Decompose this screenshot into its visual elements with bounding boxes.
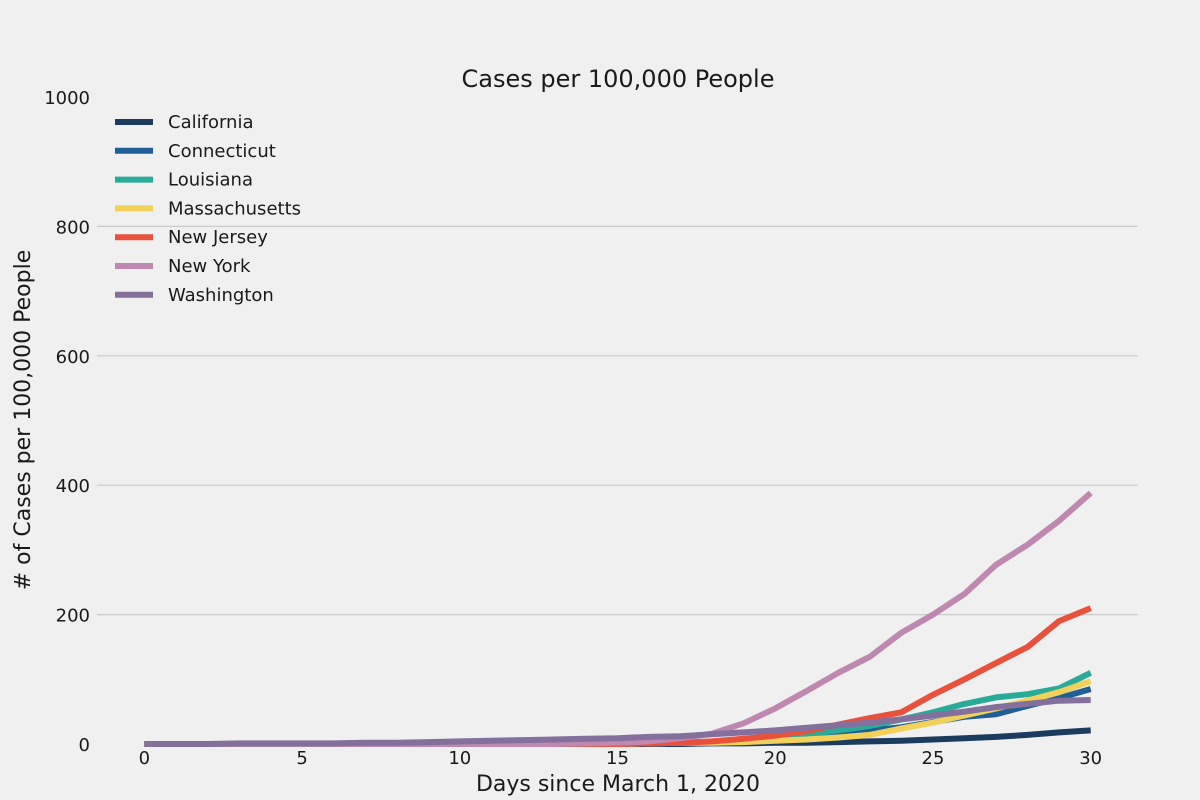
y-tick-label: 600 bbox=[56, 347, 90, 368]
y-tick-label: 800 bbox=[56, 217, 90, 238]
series-line-new-jersey bbox=[144, 605, 1092, 747]
legend-label: Connecticut bbox=[168, 141, 276, 162]
x-tick-label: 10 bbox=[448, 748, 471, 769]
series-line-washington bbox=[144, 697, 1091, 747]
x-tick-label: 30 bbox=[1079, 748, 1102, 769]
x-tick-label: 20 bbox=[764, 748, 787, 769]
series-line-louisiana bbox=[144, 670, 1093, 747]
legend-item-connecticut: Connecticut bbox=[115, 141, 276, 162]
y-tick-label: 200 bbox=[56, 606, 90, 627]
legend-item-massachusetts: Massachusetts bbox=[115, 198, 301, 219]
legend-label: New York bbox=[168, 256, 251, 277]
legend: California Connecticut Louisiana Massachuse… bbox=[115, 112, 301, 306]
y-tick-label: 1000 bbox=[44, 88, 90, 109]
legend-item-washington: Washington bbox=[115, 285, 274, 306]
x-tick-label: 15 bbox=[606, 748, 629, 769]
x-axis-label: Days since March 1, 2020 bbox=[476, 772, 760, 797]
legend-label: Washington bbox=[168, 285, 274, 306]
x-tick-label: 5 bbox=[296, 748, 307, 769]
x-tick-label: 25 bbox=[922, 748, 945, 769]
gridlines bbox=[97, 225, 1138, 616]
legend-label: California bbox=[168, 112, 253, 133]
legend-item-louisiana: Louisiana bbox=[115, 170, 253, 191]
legend-item-new-york: New York bbox=[115, 256, 251, 277]
legend-label: Massachusetts bbox=[168, 198, 301, 219]
tick-labels: 0 200 400 600 800 1000 0 5 10 15 20 25 30 bbox=[44, 88, 1102, 769]
y-tick-label: 400 bbox=[56, 476, 90, 497]
legend-label: New Jersey bbox=[168, 227, 268, 248]
y-tick-label: 0 bbox=[79, 735, 90, 756]
legend-item-new-jersey: New Jersey bbox=[115, 227, 268, 248]
legend-item-california: California bbox=[115, 112, 253, 133]
legend-label: Louisiana bbox=[168, 170, 253, 191]
x-tick-label: 0 bbox=[139, 748, 150, 769]
chart-title: Cases per 100,000 People bbox=[462, 65, 775, 93]
y-axis-label: # of Cases per 100,000 People bbox=[11, 250, 36, 591]
series-lines bbox=[144, 490, 1093, 747]
